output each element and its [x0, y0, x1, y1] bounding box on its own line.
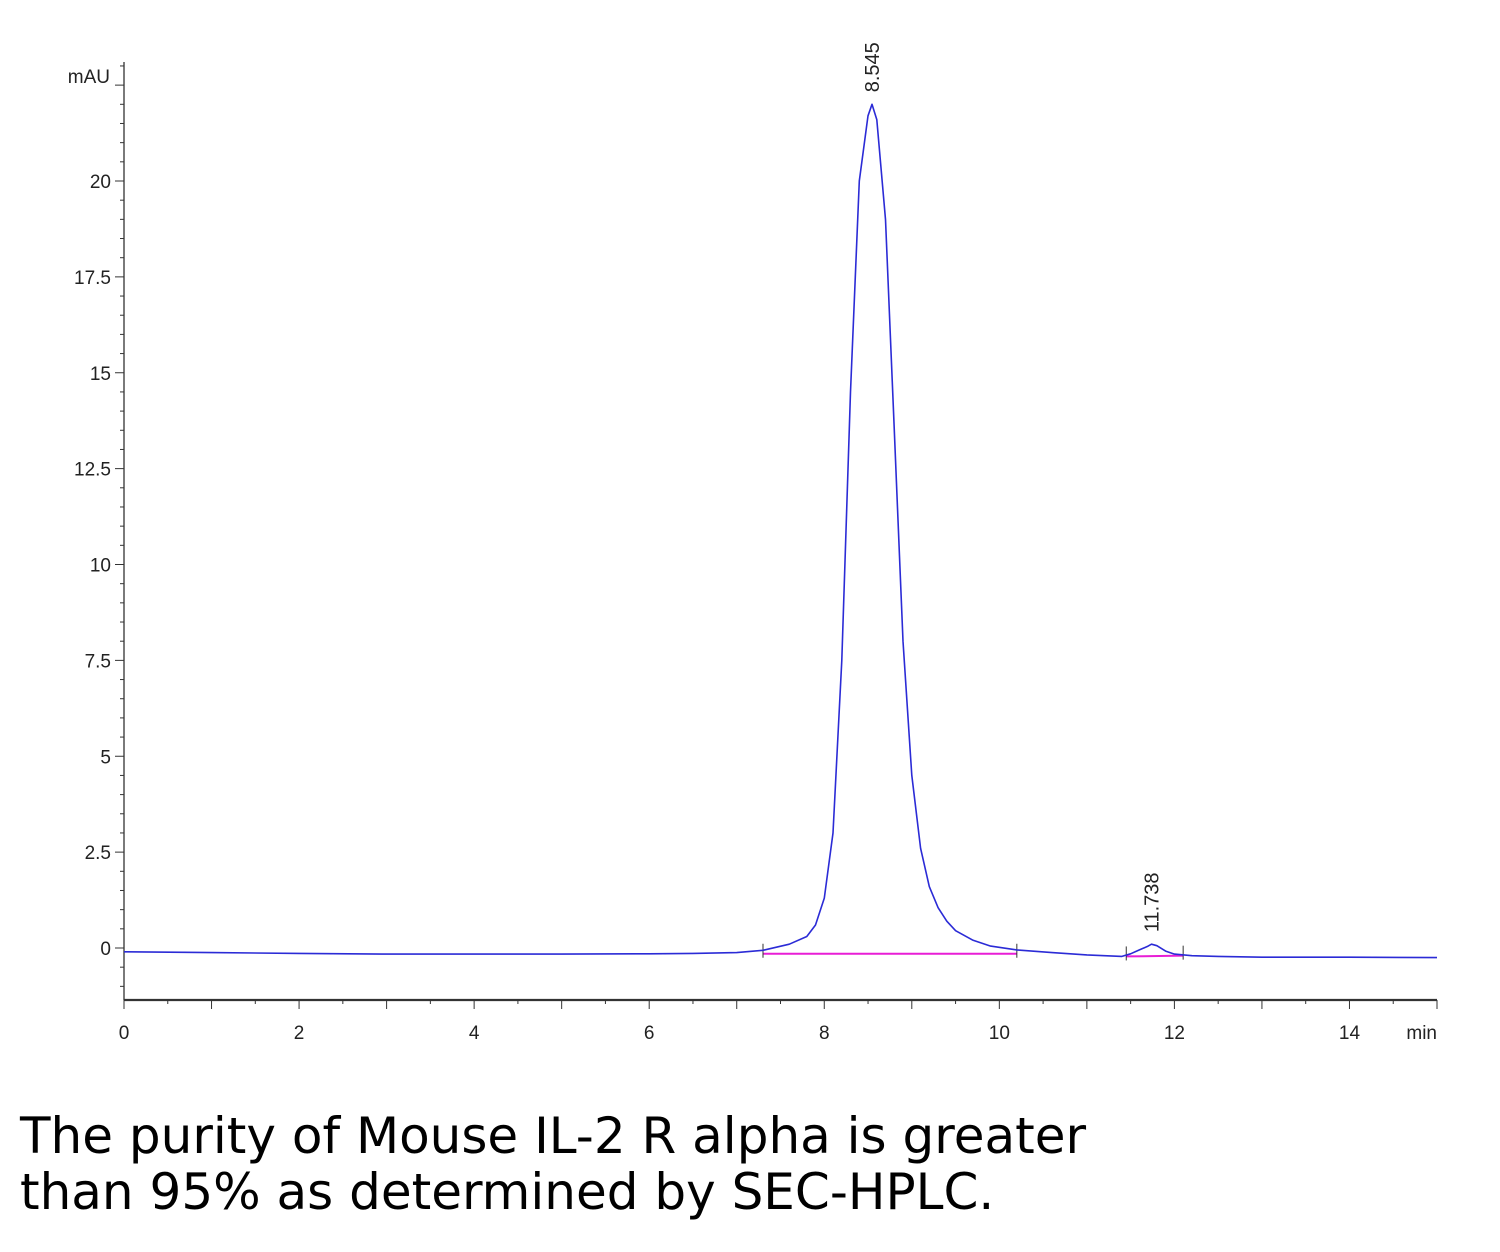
y-tick-label: 5: [100, 747, 111, 768]
chromatogram-chart: 0 2.5 5 7.5 10 12.5 15 17.5 20 0 2 4 6 8 10 12 14 8.545…: [68, 42, 1438, 1044]
signal-series: [123, 103, 1438, 959]
y-axis-unit-label: mAU: [68, 67, 110, 88]
x-tick-label: 2: [294, 1023, 305, 1044]
figure-caption: The purity of Mouse IL-2 R alpha is grea…: [20, 1108, 1480, 1220]
x-tick-label: 8: [819, 1023, 830, 1044]
peak-labels: 8.545 11.738: [862, 42, 1163, 932]
y-tick-label: 7.5: [85, 651, 111, 672]
x-tick-label: 0: [119, 1023, 130, 1044]
caption-line-1: The purity of Mouse IL-2 R alpha is grea…: [20, 1107, 1087, 1165]
x-tick-label: 4: [469, 1023, 480, 1044]
integration-baselines: [762, 943, 1184, 961]
chromatogram-trace: [123, 103, 1438, 959]
y-tick-label: 10: [90, 556, 111, 577]
y-tick-label: 17.5: [74, 268, 111, 289]
x-tick-label: 12: [1164, 1023, 1185, 1044]
y-tick-label: 20: [90, 172, 111, 193]
y-axis-ticks: 0 2.5 5 7.5 10 12.5 15 17.5 20: [74, 65, 124, 987]
x-tick-label: 14: [1339, 1023, 1361, 1044]
peak-retention-label: 8.545: [862, 42, 884, 92]
integration-baseline: [1126, 954, 1184, 958]
y-tick-label: 0: [100, 939, 111, 960]
y-tick-label: 12.5: [74, 460, 111, 481]
chart-axes: [123, 62, 1437, 1002]
x-axis-unit-label: min: [1406, 1023, 1437, 1044]
peak-retention-label: 11.738: [1141, 872, 1163, 932]
y-tick-label: 15: [90, 364, 111, 385]
x-axis-ticks: 0 2 4 6 8 10 12 14: [119, 1000, 1438, 1044]
x-tick-label: 6: [644, 1023, 655, 1044]
x-tick-label: 10: [989, 1023, 1010, 1044]
caption-line-2: than 95% as determined by SEC-HPLC.: [20, 1163, 995, 1221]
y-tick-label: 2.5: [85, 843, 111, 864]
